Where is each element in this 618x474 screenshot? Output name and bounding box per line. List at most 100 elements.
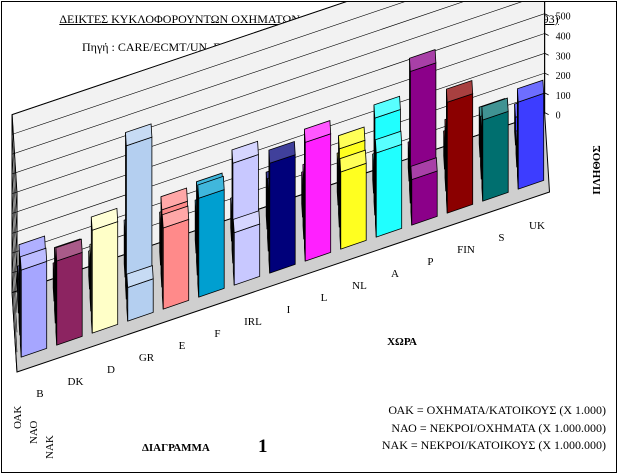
bar-ΟΑΚ-DK — [55, 238, 83, 346]
bar-side — [90, 216, 93, 334]
gridline — [11, 2, 405, 214]
bar-top — [125, 123, 153, 147]
bar-ΟΑΚ-B — [19, 247, 48, 358]
gridline — [11, 72, 545, 333]
bar-side — [338, 135, 340, 228]
x-tick-label: P — [427, 256, 433, 268]
chart-labels: 0100200300400500600700800900BDKDGREFIRLI… — [36, 2, 603, 400]
bar-top — [373, 95, 401, 119]
bar-side — [196, 181, 198, 276]
x-tick-label: UK — [529, 220, 545, 232]
bar-side — [268, 150, 271, 274]
bar-front — [198, 189, 225, 298]
gridline — [11, 33, 545, 293]
y-tick-label: 200 — [556, 71, 571, 82]
bar-ΟΑΚ-I — [268, 140, 296, 274]
y-tick-mark — [544, 13, 549, 17]
bar-ΟΑΚ-L — [303, 120, 332, 262]
bar-top — [19, 247, 48, 271]
bar-top — [481, 97, 509, 121]
bar-front — [269, 154, 296, 274]
bar-front — [20, 260, 48, 358]
bar-side — [373, 104, 376, 216]
y-tick-label: 300 — [556, 51, 571, 62]
bar-top — [90, 207, 119, 231]
bar-front — [91, 221, 119, 334]
bar-ΟΑΚ-IRL — [232, 210, 261, 286]
bar-side — [374, 139, 377, 238]
bar-side — [231, 149, 234, 264]
bar-side — [409, 58, 411, 204]
x-tick-label: NL — [352, 280, 367, 292]
bar-ΟΑΚ-D — [90, 207, 119, 334]
bar-ΟΑΚ-P — [410, 157, 438, 226]
bar-top — [410, 157, 438, 181]
bar-front — [304, 133, 332, 262]
y-tick-mark — [544, 33, 549, 36]
bar-top — [374, 130, 403, 154]
x-tick-label: L — [321, 292, 328, 304]
bar-top — [232, 210, 261, 234]
x-tick-label: D — [107, 364, 115, 376]
x-tick-label: FIN — [457, 244, 475, 256]
diagram-label: ΔΙΑΓΡΑΜΜΑ — [142, 442, 210, 454]
bar-ΟΑΚ-E — [161, 205, 190, 310]
y-tick-label: 600 — [556, 2, 571, 3]
x-tick-label: GR — [139, 352, 155, 364]
legend-line-oak: ΟΑΚ = ΟΧΗΜΑΤΑ/ΚΑΤΟΙΚΟΥΣ (Χ 1.000) — [388, 403, 606, 417]
x-tick-label: E — [179, 340, 186, 352]
legend-line-nao: ΝΑΟ = ΝΕΚΡΟΙ/ΟΧΗΜΑΤΑ (Χ 1.000.000) — [391, 421, 606, 435]
y-tick-mark — [544, 112, 549, 115]
series-label-nao: ΝΑΟ — [28, 420, 40, 444]
bar-top — [516, 79, 545, 103]
bar-top — [409, 49, 437, 73]
bar-ΟΑΚ-GR — [126, 265, 154, 322]
bar-ΟΑΚ-S — [481, 97, 509, 202]
bar-front — [340, 162, 367, 250]
bar-ΟΑΚ-UK — [516, 79, 545, 190]
legend-line-nak: ΝΑΚ = ΝΕΚΡΟΙ/ΚΑΤΟΙΚΟΥΣ (Χ 1.000.000) — [381, 438, 606, 452]
bar-top — [303, 120, 332, 143]
gridline — [11, 2, 522, 254]
bar-ΟΑΚ-FIN — [445, 79, 474, 214]
x-axis-title: ΧΩΡΑ — [387, 336, 417, 348]
x-tick-label: I — [287, 304, 291, 316]
bar-front — [482, 110, 509, 202]
y-tick-label: 0 — [556, 111, 561, 122]
bar-top — [231, 140, 259, 164]
gridline — [11, 92, 545, 353]
bar-side — [55, 247, 58, 346]
y-tick-label: 500 — [556, 12, 571, 23]
series-label-oak: ΟΑΚ — [12, 405, 24, 429]
bar-top — [126, 265, 154, 289]
bar-ΟΑΚ-A — [374, 130, 403, 238]
x-tick-label: DK — [68, 376, 84, 388]
y-axis-title: ΠΛΗΘΟΣ — [591, 145, 603, 194]
bar-front — [233, 223, 261, 286]
gridline — [11, 2, 464, 234]
x-tick-label: IRL — [244, 316, 262, 328]
gridline — [11, 2, 347, 195]
gridline — [11, 53, 545, 313]
bar-front — [517, 92, 545, 190]
bar-top — [160, 187, 188, 211]
bar-ΝΑΟ-GR — [125, 123, 153, 300]
y-tick-mark — [544, 92, 549, 96]
series-label-nak: ΝΑΚ — [44, 435, 56, 459]
bar-front — [411, 170, 438, 226]
x-tick-label: A — [391, 268, 399, 280]
bar-top — [339, 149, 367, 173]
bar-side — [197, 184, 200, 298]
bar-top — [55, 238, 83, 262]
y-tick-label: 100 — [556, 91, 571, 102]
bar-side — [481, 106, 484, 202]
bar-top — [161, 205, 190, 229]
bar-side — [445, 89, 448, 214]
bar-side — [125, 132, 127, 300]
bar-ΟΑΚ-F — [197, 175, 225, 298]
bar-front — [375, 143, 403, 238]
bar-side — [303, 129, 306, 262]
bar-side — [161, 214, 164, 310]
